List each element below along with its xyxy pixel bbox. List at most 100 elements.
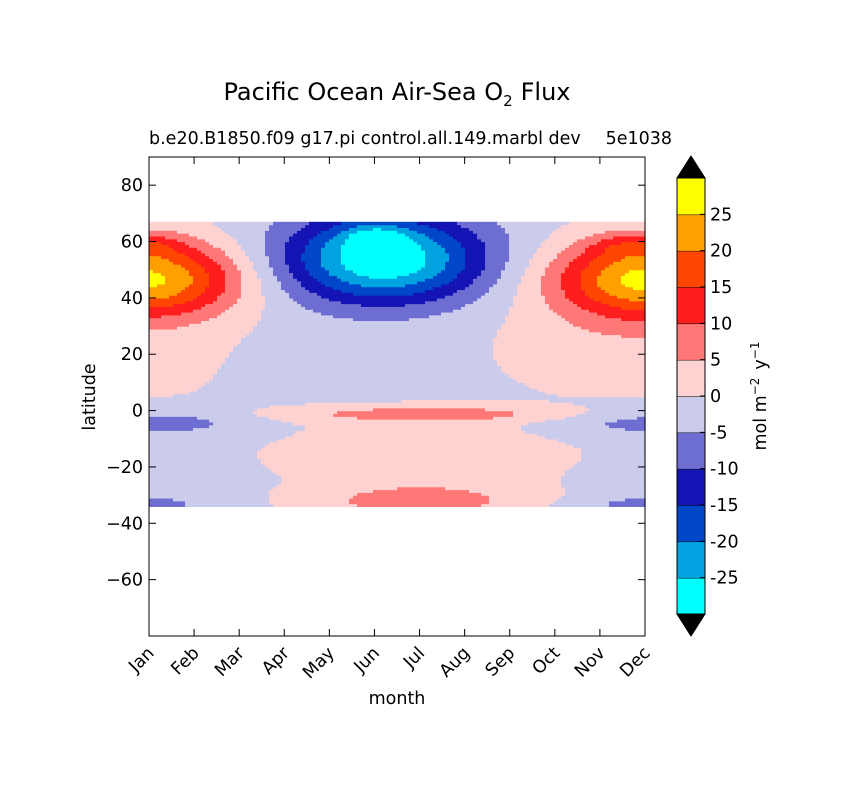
contour-cell: [321, 469, 326, 474]
contour-cell: [229, 444, 234, 448]
contour-cell: [341, 269, 346, 274]
contour-cell: [313, 311, 318, 316]
contour-cell: [293, 269, 298, 274]
contour-cell: [265, 337, 270, 341]
contour-cell: [173, 297, 178, 302]
contour-cell: [213, 373, 218, 378]
contour-cell: [253, 264, 258, 268]
contour-cell: [341, 393, 346, 398]
contour-cell: [201, 275, 206, 279]
contour-cell: [309, 481, 314, 485]
contour-cell: [257, 365, 262, 369]
contour-cell: [181, 314, 186, 319]
contour-cell: [233, 368, 238, 372]
contour-cell: [321, 500, 326, 505]
contour-cell: [193, 252, 198, 257]
contour-cell: [229, 306, 234, 310]
contour-cell: [305, 464, 310, 468]
contour-cell: [269, 435, 274, 440]
contour-cell: [209, 441, 214, 445]
contour-cell: [309, 342, 314, 347]
contour-cell: [241, 464, 246, 468]
contour-cell: [189, 292, 194, 296]
contour-cell: [329, 427, 334, 431]
contour-cell: [189, 388, 194, 392]
contour-cell: [229, 235, 234, 240]
contour-cell: [265, 368, 270, 372]
contour-cell: [229, 458, 234, 462]
contour-cell: [241, 416, 246, 420]
contour-cell: [313, 286, 318, 291]
contour-cell: [325, 348, 330, 353]
contour-cell: [221, 466, 226, 471]
contour-cell: [321, 266, 326, 271]
contour-cell: [325, 269, 330, 274]
contour-cell: [281, 393, 286, 398]
contour-cell: [341, 362, 346, 367]
contour-cell: [177, 230, 182, 234]
contour-cell: [161, 407, 166, 412]
contour-cell: [229, 419, 234, 423]
contour-cell: [169, 359, 174, 364]
contour-cell: [181, 345, 186, 350]
contour-cell: [257, 452, 262, 457]
contour-cell: [333, 450, 338, 454]
contour-cell: [265, 326, 270, 330]
contour-cell: [205, 252, 210, 257]
contour-cell: [241, 342, 246, 347]
contour-cell: [169, 450, 174, 454]
contour-cell: [305, 393, 310, 398]
contour-cell: [205, 433, 210, 437]
contour-cell: [253, 297, 258, 302]
contour-cell: [313, 447, 318, 451]
contour-cell: [337, 421, 342, 426]
contour-cell: [333, 345, 338, 350]
contour-cell: [173, 430, 178, 434]
contour-cell: [181, 238, 186, 243]
contour-cell: [329, 359, 334, 364]
contour-cell: [165, 402, 170, 406]
contour-cell: [169, 424, 174, 429]
contour-cell: [233, 300, 238, 305]
contour-cell: [153, 300, 158, 305]
contour-cell: [213, 430, 218, 434]
contour-cell: [169, 292, 174, 296]
contour-cell: [321, 286, 326, 291]
contour-cell: [237, 419, 242, 423]
contour-cell: [177, 402, 182, 406]
contour-cell: [233, 447, 238, 451]
contour-cell: [173, 337, 178, 341]
contour-cell: [229, 261, 234, 265]
contour-cell: [245, 266, 250, 271]
contour-cell: [277, 461, 282, 465]
contour-cell: [321, 430, 326, 434]
contour-cell: [161, 275, 166, 279]
contour-cell: [209, 221, 214, 226]
contour-cell: [229, 311, 234, 316]
contour-cell: [229, 441, 234, 445]
contour-cell: [277, 345, 282, 350]
contour-cell: [297, 399, 302, 403]
contour-cell: [329, 354, 334, 358]
contour-cell: [221, 252, 226, 257]
contour-cell: [337, 286, 342, 291]
contour-cell: [257, 221, 262, 226]
contour-cell: [189, 266, 194, 271]
contour-cell: [273, 472, 278, 476]
contour-cell: [337, 309, 342, 313]
contour-cell: [281, 500, 286, 505]
contour-cell: [333, 466, 338, 471]
contour-cell: [149, 427, 154, 431]
contour-cell: [305, 475, 310, 479]
contour-cell: [261, 385, 266, 389]
contour-cell: [153, 340, 158, 344]
contour-cell: [197, 458, 202, 462]
contour-cell: [249, 359, 254, 364]
contour-cell: [285, 407, 290, 412]
contour-cell: [221, 376, 226, 381]
contour-cell: [189, 452, 194, 457]
contour-cell: [237, 247, 242, 251]
contour-cell: [305, 320, 310, 324]
contour-cell: [273, 309, 278, 313]
contour-cell: [337, 495, 342, 499]
